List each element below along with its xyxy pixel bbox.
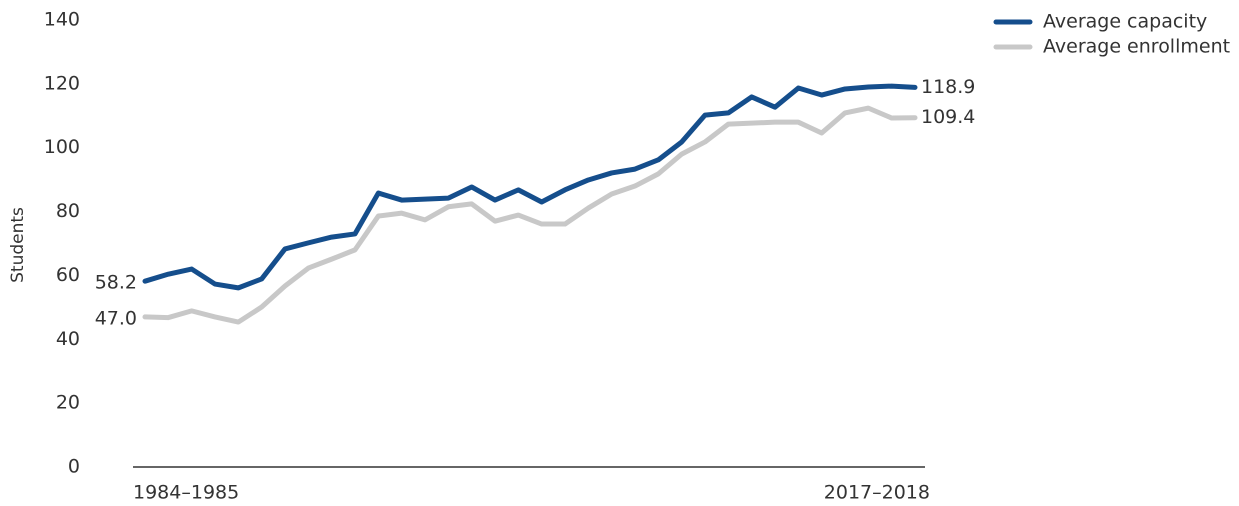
data-label: 118.9	[921, 76, 975, 98]
y-tick-label: 0	[68, 456, 80, 478]
y-tick-label: 60	[56, 264, 80, 286]
data-label: 58.2	[95, 272, 137, 294]
y-tick-label: 40	[56, 328, 80, 350]
y-axis-label: Students	[8, 207, 28, 283]
x-tick-label: 1984–1985	[133, 482, 239, 504]
data-line	[142, 83, 918, 291]
data-label: 109.4	[921, 106, 975, 128]
y-tick-label: 140	[44, 9, 80, 31]
legend-label: Average enrollment	[1043, 36, 1230, 58]
y-tick-label: 100	[44, 136, 80, 158]
x-tick-label: 2017–2018	[824, 482, 930, 504]
y-tick-label: 80	[56, 200, 80, 222]
data-label: 47.0	[95, 307, 137, 329]
legend-label: Average capacity	[1043, 11, 1207, 33]
data-line	[142, 105, 918, 325]
y-tick-label: 20	[56, 392, 80, 414]
y-tick-label: 120	[44, 72, 80, 94]
